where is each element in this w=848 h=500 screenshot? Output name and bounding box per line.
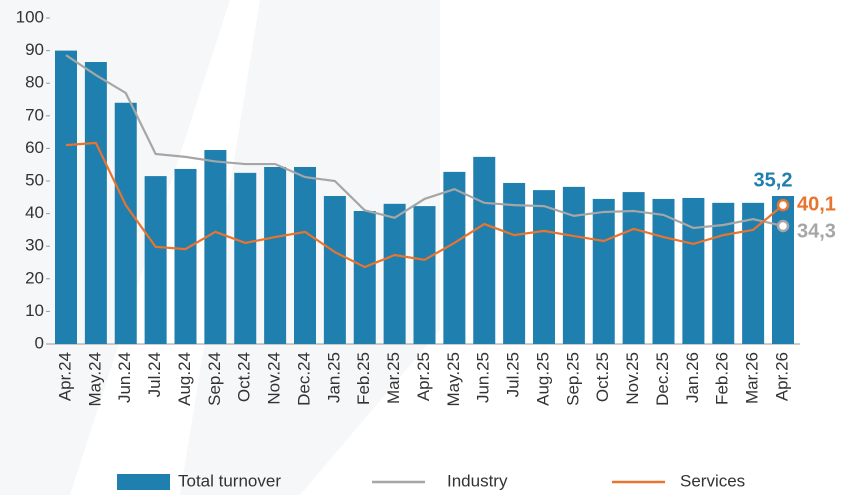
- x-tick-label: Sep.25: [563, 352, 582, 406]
- legend-label: Industry: [447, 471, 508, 490]
- line: [65, 54, 784, 230]
- x-tick-label: Jul.24: [145, 352, 164, 397]
- bar: [592, 198, 615, 344]
- bar: [294, 166, 316, 344]
- bar: [323, 195, 346, 344]
- x-tick-label: Aug.25: [533, 352, 552, 406]
- bar: [55, 50, 77, 344]
- x-tick-label: May.24: [85, 352, 104, 407]
- y-tick-label: 0: [35, 333, 44, 352]
- y-tick-label: 10: [25, 301, 44, 320]
- annotation: 34,3: [797, 220, 836, 242]
- x-tick-label: May.25: [444, 352, 463, 407]
- x-tick-label: Feb.26: [713, 352, 732, 405]
- x-tick-label: Jul.25: [504, 352, 523, 397]
- y-tick-label: 80: [25, 73, 44, 92]
- x-tick-label: Mar.25: [384, 352, 403, 404]
- x-tick-label: Jun.25: [474, 352, 493, 403]
- bar: [114, 102, 137, 344]
- annotation: 40,1: [797, 193, 836, 215]
- bar: [652, 198, 675, 344]
- bar: [443, 171, 466, 344]
- x-tick-label: Jan.25: [324, 352, 343, 403]
- x-tick-label: Apr.26: [772, 352, 791, 401]
- bar: [353, 210, 376, 344]
- y-tick-label: 100: [16, 7, 44, 26]
- x-tick-label: Sep.24: [205, 352, 224, 406]
- bar: [772, 195, 794, 344]
- legend-swatch: [117, 474, 170, 490]
- x-tick-label: Nov.24: [265, 352, 284, 405]
- bar: [413, 206, 436, 344]
- end-marker: [776, 198, 790, 212]
- bar: [383, 203, 406, 344]
- x-tick-label: Mar.26: [743, 352, 762, 404]
- bar: [562, 186, 585, 344]
- bar: [174, 168, 197, 344]
- y-tick-label: 30: [25, 236, 44, 255]
- bar: [84, 62, 107, 344]
- annotation: 35,2: [754, 169, 793, 191]
- y-tick-label: 20: [25, 268, 44, 287]
- x-tick-label: Apr.24: [55, 352, 74, 401]
- bar: [503, 182, 526, 344]
- bar: [204, 150, 227, 344]
- y-tick-label: 60: [25, 138, 44, 157]
- x-tick-label: Jun.24: [115, 352, 134, 403]
- x-tick-label: Feb.25: [354, 352, 373, 405]
- x-tick-label: Aug.24: [175, 352, 194, 406]
- x-tick-label: Apr.25: [414, 352, 433, 401]
- x-tick-label: Oct.24: [235, 352, 254, 402]
- bar: [622, 192, 645, 344]
- bar: [742, 202, 765, 344]
- x-tick-label: Jan.26: [683, 352, 702, 403]
- y-tick-label: 40: [25, 203, 44, 222]
- legend-label: Total turnover: [178, 471, 281, 490]
- bar: [712, 202, 735, 344]
- y-tick-label: 90: [25, 40, 44, 59]
- x-tick-label: Dec.24: [294, 352, 313, 406]
- end-marker: [776, 219, 790, 233]
- x-tick-label: Nov.25: [623, 352, 642, 405]
- bar: [473, 156, 496, 344]
- bar: [264, 166, 287, 344]
- legend-label: Services: [680, 471, 745, 490]
- y-tick-label: 70: [25, 105, 44, 124]
- bar: [533, 190, 555, 344]
- y-tick-label: 50: [25, 170, 44, 189]
- bar: [682, 197, 705, 344]
- bar: [144, 176, 167, 344]
- x-tick-label: Oct.25: [593, 352, 612, 402]
- line: [65, 141, 784, 269]
- bar: [234, 172, 257, 344]
- x-tick-label: Dec.25: [653, 352, 672, 406]
